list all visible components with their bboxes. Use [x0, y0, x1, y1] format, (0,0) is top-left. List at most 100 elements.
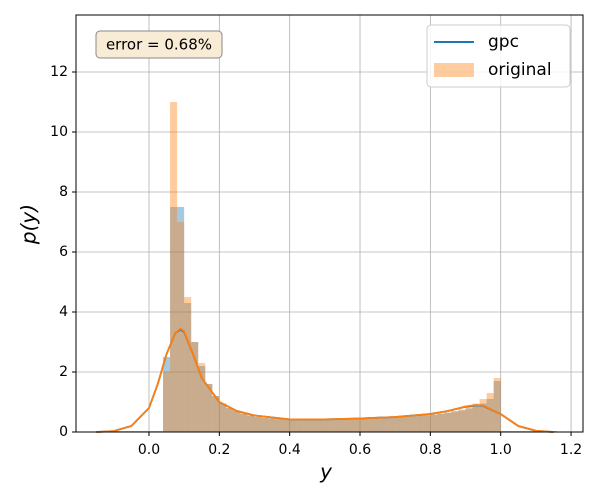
- histogram-bar: [268, 418, 276, 432]
- histogram-bar: [212, 396, 220, 432]
- histogram-bar: [275, 419, 283, 432]
- histogram-bar: [430, 414, 438, 432]
- histogram-bar: [282, 419, 290, 432]
- histogram-bar: [261, 417, 269, 432]
- x-tick-label: 0.6: [349, 442, 371, 458]
- histogram-bar: [479, 403, 487, 432]
- histogram-bar: [416, 415, 424, 432]
- histogram-bar: [170, 207, 178, 432]
- histogram-bar: [289, 419, 297, 432]
- x-tick-label: 0.2: [208, 442, 230, 458]
- histogram-bar: [345, 418, 353, 432]
- histogram-bar: [254, 417, 262, 432]
- histogram-bar: [191, 342, 199, 432]
- histogram-bar: [331, 419, 339, 432]
- histogram-bar: [381, 417, 389, 432]
- histogram-bar: [367, 417, 375, 432]
- histogram-bar: [493, 378, 501, 432]
- histogram-bar: [409, 416, 417, 432]
- histogram-bar: [352, 418, 361, 432]
- legend-label: original: [488, 60, 552, 80]
- density-line: [96, 327, 554, 433]
- histogram-bar: [395, 416, 403, 432]
- histogram-bar: [310, 419, 318, 432]
- histogram-bar: [268, 418, 276, 432]
- histogram-bar: [423, 415, 431, 432]
- histogram-bar: [303, 420, 311, 432]
- histogram-bar: [437, 414, 445, 432]
- histogram-bar: [444, 412, 452, 432]
- histogram-bar: [317, 419, 325, 432]
- histogram-bar: [275, 419, 283, 432]
- histogram-bar: [198, 363, 206, 432]
- histogram-bar: [423, 415, 431, 432]
- histogram-bar: [205, 384, 213, 432]
- histogram-bar: [395, 416, 403, 432]
- histogram-bar: [345, 418, 353, 432]
- histogram-bar: [409, 416, 417, 432]
- y-tick-label: 6: [59, 244, 68, 260]
- histogram-bar: [416, 415, 424, 432]
- histogram-bar: [360, 417, 368, 432]
- histogram-bar: [219, 403, 227, 432]
- histogram-bar: [430, 414, 438, 432]
- histogram-bar: [310, 419, 318, 432]
- histogram-bar: [261, 417, 269, 432]
- histogram-bar: [324, 419, 332, 432]
- y-tick-label: 0: [59, 424, 68, 440]
- histogram-bar: [233, 411, 241, 432]
- histogram-bar: [317, 420, 325, 432]
- y-tick-label: 2: [59, 364, 68, 380]
- histogram-bar: [402, 417, 410, 432]
- histogram-bar: [338, 418, 346, 432]
- histogram-bar: [282, 419, 290, 432]
- histogram-bar: [367, 417, 375, 432]
- x-tick-label: 1.2: [560, 442, 582, 458]
- histogram-bar: [360, 417, 368, 432]
- y-tick-label: 8: [59, 184, 68, 200]
- histogram-bar: [247, 415, 255, 432]
- histogram-bar: [177, 222, 185, 432]
- histogram-bar: [444, 412, 452, 432]
- histogram-bar: [233, 411, 241, 432]
- histogram-bar: [331, 419, 339, 432]
- histogram-bar: [205, 384, 213, 432]
- histogram-bar: [184, 303, 192, 432]
- histogram-bar: [177, 207, 185, 432]
- x-tick-label: 1.0: [490, 442, 512, 458]
- y-tick-label: 10: [50, 124, 68, 140]
- histogram-bar: [170, 102, 178, 432]
- axes-frame: [75, 14, 584, 433]
- histogram-bar: [451, 411, 459, 432]
- histogram-bar: [198, 366, 206, 432]
- histogram-bar: [338, 418, 346, 432]
- histogram-bar: [458, 410, 466, 432]
- legend-box: [426, 24, 571, 88]
- histogram-bar: [240, 414, 248, 432]
- histogram-bar: [486, 393, 494, 432]
- histogram-bar: [402, 416, 410, 432]
- histogram-bar: [458, 409, 466, 432]
- histogram-bar: [289, 420, 297, 432]
- histogram-bar: [451, 411, 459, 432]
- histogram-bar: [479, 399, 487, 432]
- histogram-bar: [324, 419, 332, 432]
- histogram-bar: [240, 413, 248, 432]
- histogram-bar: [184, 297, 192, 432]
- annotation: error = 0.68%: [106, 36, 212, 54]
- histogram-bar: [163, 357, 171, 432]
- histogram-bar: [388, 417, 396, 432]
- histogram-bar: [486, 399, 494, 432]
- histogram-bar: [163, 372, 171, 432]
- y-tick-label: 12: [50, 64, 68, 80]
- histogram-bar: [381, 417, 389, 432]
- histogram-bar: [437, 413, 445, 432]
- histogram-bar: [472, 403, 480, 432]
- histogram-bar: [296, 419, 304, 432]
- histogram-bar: [388, 417, 396, 432]
- histogram-bar: [247, 415, 255, 432]
- y-axis-label: p(y): [17, 204, 41, 245]
- x-tick-label: 0.8: [419, 442, 441, 458]
- histogram-bar: [191, 342, 199, 432]
